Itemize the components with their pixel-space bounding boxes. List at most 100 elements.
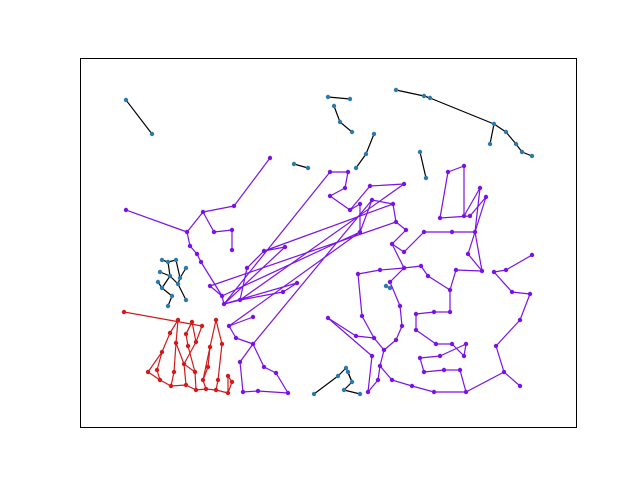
red-cluster-edge: [187, 345, 196, 373]
purple-cluster-node: [347, 207, 353, 213]
red-cluster-node: [183, 331, 189, 337]
blue-chain-top-node: [347, 96, 353, 102]
purple-cluster-node: [503, 267, 509, 273]
purple-cluster-node: [377, 267, 383, 273]
purple-cluster-node: [387, 279, 393, 285]
purple-cluster-edge: [505, 254, 533, 271]
purple-cluster-nodes: [123, 155, 535, 396]
purple-cluster-node: [294, 280, 300, 286]
purple-cluster-edge: [455, 269, 483, 272]
blue-chain-top-edge: [333, 105, 341, 123]
purple-cluster-edge: [373, 337, 385, 351]
red-cluster-node: [225, 390, 231, 396]
purple-cluster-edge: [391, 243, 405, 253]
purple-cluster-edge: [263, 366, 277, 374]
blue-chain-right-node: [529, 153, 535, 159]
blue-cluster-left-node: [159, 285, 165, 291]
red-cluster-node: [205, 364, 211, 370]
blue-chain-mid: [355, 133, 375, 169]
purple-cluster-node: [184, 229, 190, 235]
red-cluster-node: [168, 383, 174, 389]
purple-cluster-node: [501, 369, 507, 375]
purple-cluster-node: [479, 268, 485, 274]
red-cluster-edge: [202, 346, 211, 381]
purple-cluster-edge: [355, 335, 375, 339]
purple-cluster-edge: [357, 269, 381, 275]
purple-cluster-node: [377, 363, 383, 369]
blue-cluster-left-node: [155, 279, 161, 285]
purple-cluster-node: [509, 289, 515, 295]
purple-cluster-edge: [379, 365, 393, 381]
purple-cluster-edge: [367, 355, 373, 393]
purple-cluster-node: [397, 303, 403, 309]
blue-pair-3-node: [417, 149, 423, 155]
purple-cluster-node: [255, 388, 261, 394]
purple-cluster-edge: [395, 325, 403, 341]
purple-cluster-node: [237, 297, 243, 303]
purple-cluster-node: [231, 203, 237, 209]
purple-cluster-node: [457, 367, 463, 373]
purple-cluster-node: [461, 353, 467, 359]
purple-cluster-edge: [367, 379, 379, 393]
purple-cluster-node: [401, 265, 407, 271]
blue-pair-2: [293, 163, 309, 169]
purple-cluster-edge: [209, 221, 397, 287]
purple-cluster-node: [417, 355, 423, 361]
purple-cluster-edge: [495, 319, 521, 347]
purple-cluster-node: [367, 183, 373, 189]
purple-cluster-edge: [202, 205, 235, 213]
purple-cluster-edge: [239, 361, 244, 393]
purple-cluster-edge: [233, 157, 271, 207]
blue-chain-top-node: [325, 94, 331, 100]
purple-cluster-node: [517, 383, 523, 389]
blue-cluster-bottom-node: [357, 391, 363, 397]
purple-cluster-edge: [379, 349, 385, 367]
purple-cluster-edge: [392, 203, 397, 223]
red-cluster-edge: [170, 371, 175, 387]
blue-pair-3-edge: [419, 151, 427, 179]
red-cluster-nodes: [121, 309, 235, 396]
red-cluster-edge: [175, 342, 185, 365]
purple-cluster-node: [325, 315, 331, 321]
purple-cluster-edge: [467, 231, 476, 255]
blue-chain-right-edge: [493, 123, 507, 133]
purple-cluster-node: [194, 251, 200, 257]
purple-cluster-node: [421, 369, 427, 375]
purple-cluster-node: [472, 229, 478, 235]
purple-cluster-edge: [228, 316, 254, 327]
purple-cluster-node: [437, 353, 443, 359]
purple-cluster-node: [261, 248, 267, 254]
purple-cluster-edge: [223, 171, 331, 305]
purple-cluster-node: [461, 163, 467, 169]
red-cluster-node: [157, 377, 163, 383]
blue-chain-right-edge: [505, 131, 517, 145]
purple-cluster-node: [123, 207, 129, 213]
purple-cluster-edge: [449, 269, 457, 291]
purple-cluster-node: [229, 227, 235, 233]
purple-cluster-node: [477, 185, 483, 191]
purple-cluster-node: [467, 213, 473, 219]
blue-cluster-left-edge: [177, 283, 187, 301]
purple-cluster-node: [357, 229, 363, 235]
red-cluster-edge: [183, 363, 187, 386]
purple-cluster-edge: [200, 261, 223, 297]
purple-cluster-node: [237, 359, 243, 365]
red-cluster-node: [193, 339, 199, 345]
purple-cluster-edge: [411, 385, 435, 393]
blue-pair-4-node: [387, 285, 393, 291]
purple-cluster-node: [353, 333, 359, 339]
purple-cluster-node: [357, 201, 363, 207]
blue-chain-right-nodes: [393, 87, 535, 159]
purple-cluster-edge: [389, 281, 401, 307]
purple-cluster-edge: [246, 250, 265, 269]
purple-cluster-edge: [239, 183, 405, 301]
blue-chain-right-edge: [429, 97, 495, 125]
blue-chain-right-node: [491, 121, 497, 127]
plot-frame: [80, 58, 577, 428]
red-cluster-edge: [215, 319, 223, 345]
purple-cluster-edge: [423, 369, 445, 373]
red-cluster-node: [225, 373, 231, 379]
purple-cluster-node: [233, 335, 239, 341]
red-cluster-node: [181, 361, 187, 367]
red-cluster-node: [219, 341, 225, 347]
